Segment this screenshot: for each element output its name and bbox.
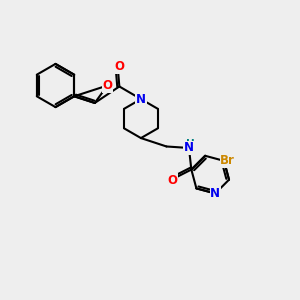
Text: O: O	[114, 61, 124, 74]
Text: H: H	[186, 140, 195, 149]
Text: O: O	[167, 174, 177, 187]
Text: N: N	[184, 142, 194, 154]
Text: N: N	[210, 187, 220, 200]
Text: N: N	[136, 93, 146, 106]
Text: O: O	[102, 79, 112, 92]
Text: Br: Br	[220, 154, 235, 167]
